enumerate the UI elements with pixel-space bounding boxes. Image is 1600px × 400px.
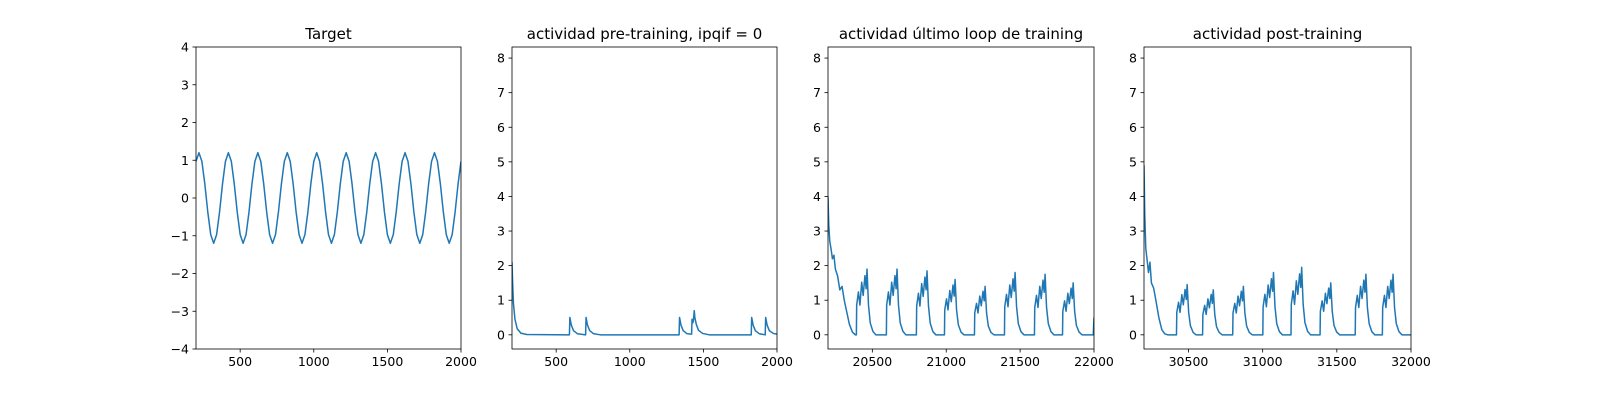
x-tick-label: 2000 xyxy=(445,354,477,369)
x-tick-label: 1000 xyxy=(614,354,646,369)
axes-frame xyxy=(1143,46,1412,350)
x-tick-label: 500 xyxy=(228,354,252,369)
x-tick-label: 2000 xyxy=(761,354,793,369)
data-line xyxy=(512,262,777,336)
subplot-title: actividad post-training xyxy=(1193,25,1362,43)
y-tick-label: 2 xyxy=(181,115,189,130)
y-tick-label: −1 xyxy=(171,228,189,243)
subplot-title: Target xyxy=(304,25,352,43)
y-tick-label: 1 xyxy=(1129,293,1137,308)
y-tick-label: 7 xyxy=(813,85,821,100)
y-tick-label: 6 xyxy=(813,120,821,135)
axes-frame xyxy=(827,46,1095,350)
x-tick-label: 31000 xyxy=(1243,354,1283,369)
subplot-title: actividad pre-training, ipqif = 0 xyxy=(527,25,763,43)
data-line xyxy=(196,151,461,245)
x-tick-label: 32000 xyxy=(1391,354,1431,369)
x-tick-label: 1000 xyxy=(298,354,330,369)
y-tick-label: 5 xyxy=(813,154,821,169)
y-tick-label: 3 xyxy=(181,77,189,92)
subplot: actividad pre-training, ipqif = 0 0 1 2 3 4 5 6… xyxy=(497,25,793,369)
y-tick-label: 4 xyxy=(181,40,189,55)
y-tick-label: 6 xyxy=(497,120,505,135)
y-tick-label: 5 xyxy=(1129,154,1137,169)
subplot: actividad último loop de training 0 1 2 3 4 5 6… xyxy=(813,25,1114,369)
y-tick-label: 5 xyxy=(497,154,505,169)
y-tick-label: 8 xyxy=(497,51,505,66)
axes-frame xyxy=(511,46,778,350)
y-tick-label: 1 xyxy=(181,153,189,168)
y-tick-label: 3 xyxy=(1129,224,1137,239)
y-tick-label: 7 xyxy=(1129,85,1137,100)
subplot: Target −4 −3 −2 −1 0 1 2 3 4 500 1000 1500 2000 xyxy=(171,25,477,369)
y-tick-label: 0 xyxy=(497,327,505,342)
y-tick-label: 8 xyxy=(813,51,821,66)
x-tick-label: 1500 xyxy=(371,354,403,369)
x-tick-label: 1500 xyxy=(687,354,719,369)
y-tick-label: 0 xyxy=(813,327,821,342)
x-tick-label: 22000 xyxy=(1074,354,1114,369)
y-tick-label: 6 xyxy=(1129,120,1137,135)
y-tick-label: 2 xyxy=(1129,258,1137,273)
x-tick-label: 21000 xyxy=(926,354,966,369)
subplot: actividad post-training 0 1 2 3 4 5 6 7 8 30500 310… xyxy=(1129,25,1431,369)
y-tick-label: 0 xyxy=(1129,327,1137,342)
y-tick-label: 4 xyxy=(813,189,821,204)
x-tick-label: 31500 xyxy=(1317,354,1357,369)
y-tick-label: 3 xyxy=(497,224,505,239)
y-tick-label: 1 xyxy=(497,293,505,308)
x-tick-label: 30500 xyxy=(1169,354,1209,369)
x-tick-label: 20500 xyxy=(852,354,892,369)
x-tick-label: 21500 xyxy=(1000,354,1040,369)
data-line xyxy=(828,196,1094,336)
data-line xyxy=(1144,165,1411,336)
y-tick-label: 2 xyxy=(813,258,821,273)
y-tick-label: 2 xyxy=(497,258,505,273)
y-tick-label: −4 xyxy=(171,342,189,357)
y-tick-label: −2 xyxy=(171,266,189,281)
y-tick-label: −3 xyxy=(171,304,189,319)
y-tick-label: 4 xyxy=(1129,189,1137,204)
x-tick-label: 500 xyxy=(544,354,568,369)
y-tick-label: 0 xyxy=(181,191,189,206)
y-tick-label: 7 xyxy=(497,85,505,100)
subplot-title: actividad último loop de training xyxy=(839,25,1083,43)
y-tick-label: 4 xyxy=(497,189,505,204)
y-tick-label: 1 xyxy=(813,293,821,308)
y-tick-label: 8 xyxy=(1129,51,1137,66)
y-tick-label: 3 xyxy=(813,224,821,239)
axes-frame xyxy=(195,46,462,350)
